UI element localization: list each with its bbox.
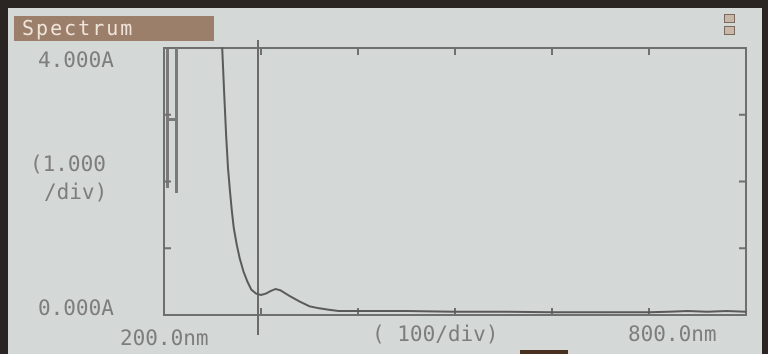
data-point (706, 310, 708, 313)
data-point (667, 310, 670, 313)
minimize-icon[interactable] (724, 14, 735, 23)
data-point (279, 289, 282, 292)
data-point (502, 310, 505, 313)
data-point (687, 310, 689, 312)
data-point (250, 288, 253, 291)
y-axis-scale-label: (1.000 (30, 152, 106, 176)
data-point (221, 47, 223, 49)
data-point (255, 292, 257, 295)
data-point (269, 290, 272, 292)
data-point (357, 310, 359, 312)
data-point (551, 311, 553, 314)
plot-frame (163, 47, 747, 316)
cursor-marker (166, 48, 178, 193)
data-point (405, 310, 408, 312)
data-point (454, 310, 456, 313)
window-controls[interactable] (724, 14, 736, 38)
x-axis-left-label: 200.0nm (120, 326, 209, 350)
y-axis-top-label: 4.000A (38, 48, 114, 72)
data-point (648, 311, 650, 314)
data-point (229, 190, 231, 193)
data-point (260, 294, 262, 296)
data-point (328, 308, 330, 311)
data-point (318, 307, 321, 310)
data-point (238, 257, 241, 260)
data-point (225, 133, 227, 136)
data-point (337, 310, 340, 312)
data-point (265, 292, 267, 295)
data-point (235, 244, 238, 246)
data-point (725, 310, 728, 312)
data-point (745, 310, 747, 313)
data-point (242, 270, 245, 273)
close-icon[interactable] (724, 26, 735, 35)
data-point (223, 90, 225, 93)
data-point (274, 288, 277, 290)
y-axis-scale-unit: /div) (44, 180, 108, 204)
data-point (233, 227, 235, 230)
x-axis-scale-label: ( 100/div) (372, 322, 499, 346)
x-axis-right-label: 800.0nm (628, 322, 717, 346)
series-line (221, 47, 747, 314)
data-point (231, 210, 233, 213)
window-title: Spectrum (14, 16, 214, 41)
spectrum-screen (8, 8, 762, 354)
data-point (308, 305, 311, 308)
data-point (599, 311, 602, 314)
y-axis-bottom-label: 0.000A (38, 296, 114, 320)
data-point (227, 167, 229, 169)
data-point (289, 295, 291, 298)
data-point (299, 300, 301, 303)
data-point (246, 280, 249, 283)
status-bar-fragment (520, 350, 568, 354)
